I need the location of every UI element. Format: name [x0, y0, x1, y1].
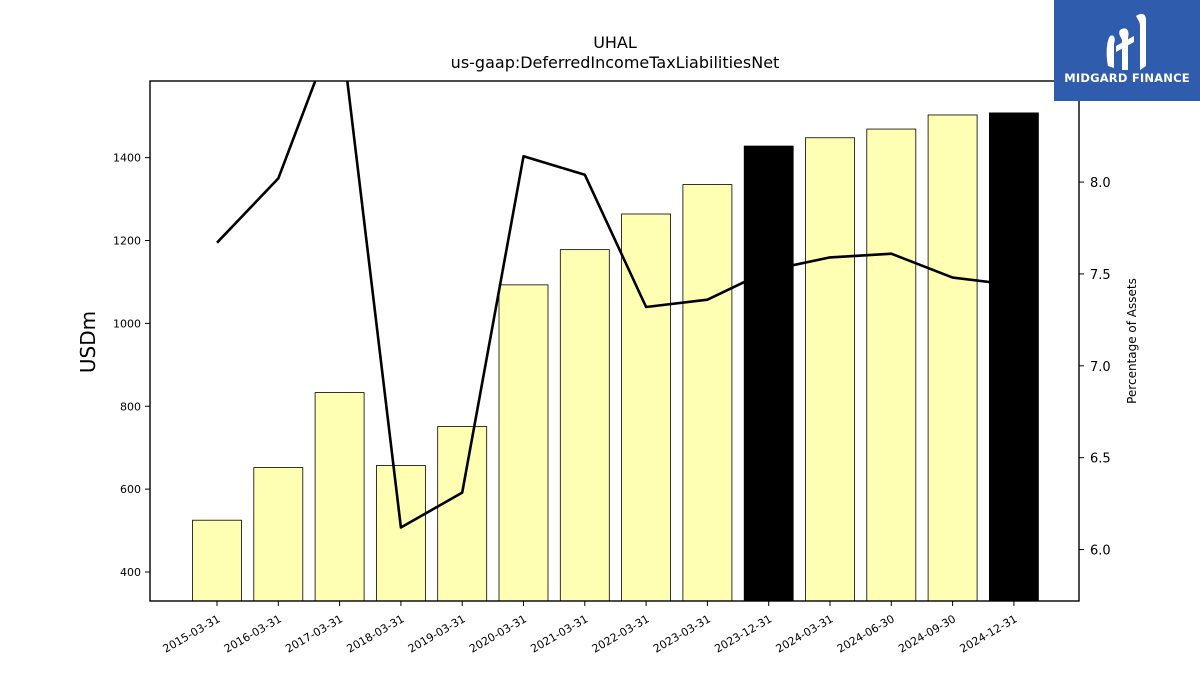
y2-tick-label: 7.5 [1090, 268, 1111, 283]
bar-2022-03-31 [621, 213, 671, 602]
x-tick-label: 2020-03-31 [467, 612, 529, 655]
y-tick-label: 1200 [113, 235, 141, 248]
chart-title: UHAL [593, 33, 637, 52]
y2-tick-label: 6.0 [1090, 544, 1111, 559]
y-axis-label: USDm [76, 311, 100, 373]
x-tick-label: 2024-03-31 [774, 612, 836, 655]
plot-frame [149, 80, 1080, 602]
bar-2023-12-31 [743, 145, 794, 602]
bar-2024-09-30 [927, 114, 978, 602]
bar-2023-03-31 [682, 184, 733, 602]
x-tick-label: 2016-03-31 [222, 612, 284, 655]
bar-2016-03-31 [253, 467, 304, 602]
y-tick-label: 600 [120, 483, 141, 496]
bar-2019-03-31 [437, 426, 488, 602]
x-tick-label: 2023-03-31 [651, 612, 713, 655]
percent-of-assets-line [216, 81, 1015, 529]
chart-subtitle: us-gaap:DeferredIncomeTaxLiabilitiesNet [451, 53, 780, 72]
bar-2018-03-31 [375, 465, 426, 602]
x-tick-label: 2015-03-31 [161, 612, 223, 655]
y2-tick-label: 8.0 [1090, 176, 1111, 191]
x-tick-label: 2019-03-31 [406, 612, 468, 655]
bars-layer [192, 112, 1039, 602]
logo-mark-icon [1106, 13, 1146, 71]
x-tick-label: 2022-03-31 [590, 612, 652, 655]
bar-2017-03-31 [314, 392, 365, 602]
x-tick-label: 2024-12-31 [958, 612, 1020, 655]
bar-2024-06-30 [866, 128, 917, 602]
logo-text: MIDGARD FINANCE [1064, 71, 1190, 85]
y-tick-label: 1000 [113, 317, 141, 330]
x-tick-label: 2018-03-31 [345, 612, 407, 655]
x-tick-label: 2017-03-31 [283, 612, 345, 655]
bar-2024-12-31 [989, 112, 1039, 602]
bar-2021-03-31 [559, 249, 610, 602]
line-layer [216, 81, 1015, 529]
y-tick-label: 800 [120, 400, 141, 413]
y-tick-label: 1400 [113, 152, 141, 165]
x-tick-label: 2024-09-30 [896, 612, 958, 655]
bar-2015-03-31 [192, 519, 242, 602]
y2-tick-label: 7.0 [1090, 360, 1111, 375]
y2-tick-label: 6.5 [1090, 452, 1111, 467]
y2-axis-label: Percentage of Assets [1125, 278, 1139, 404]
bar-2020-03-31 [498, 284, 549, 602]
x-tick-label: 2024-06-30 [835, 612, 897, 655]
brand-logo: MIDGARD FINANCE [1054, 0, 1200, 101]
bar-2024-03-31 [805, 137, 855, 602]
x-tick-label: 2021-03-31 [528, 612, 590, 655]
y-tick-label: 400 [120, 566, 141, 579]
x-tick-label: 2023-12-31 [712, 612, 774, 655]
